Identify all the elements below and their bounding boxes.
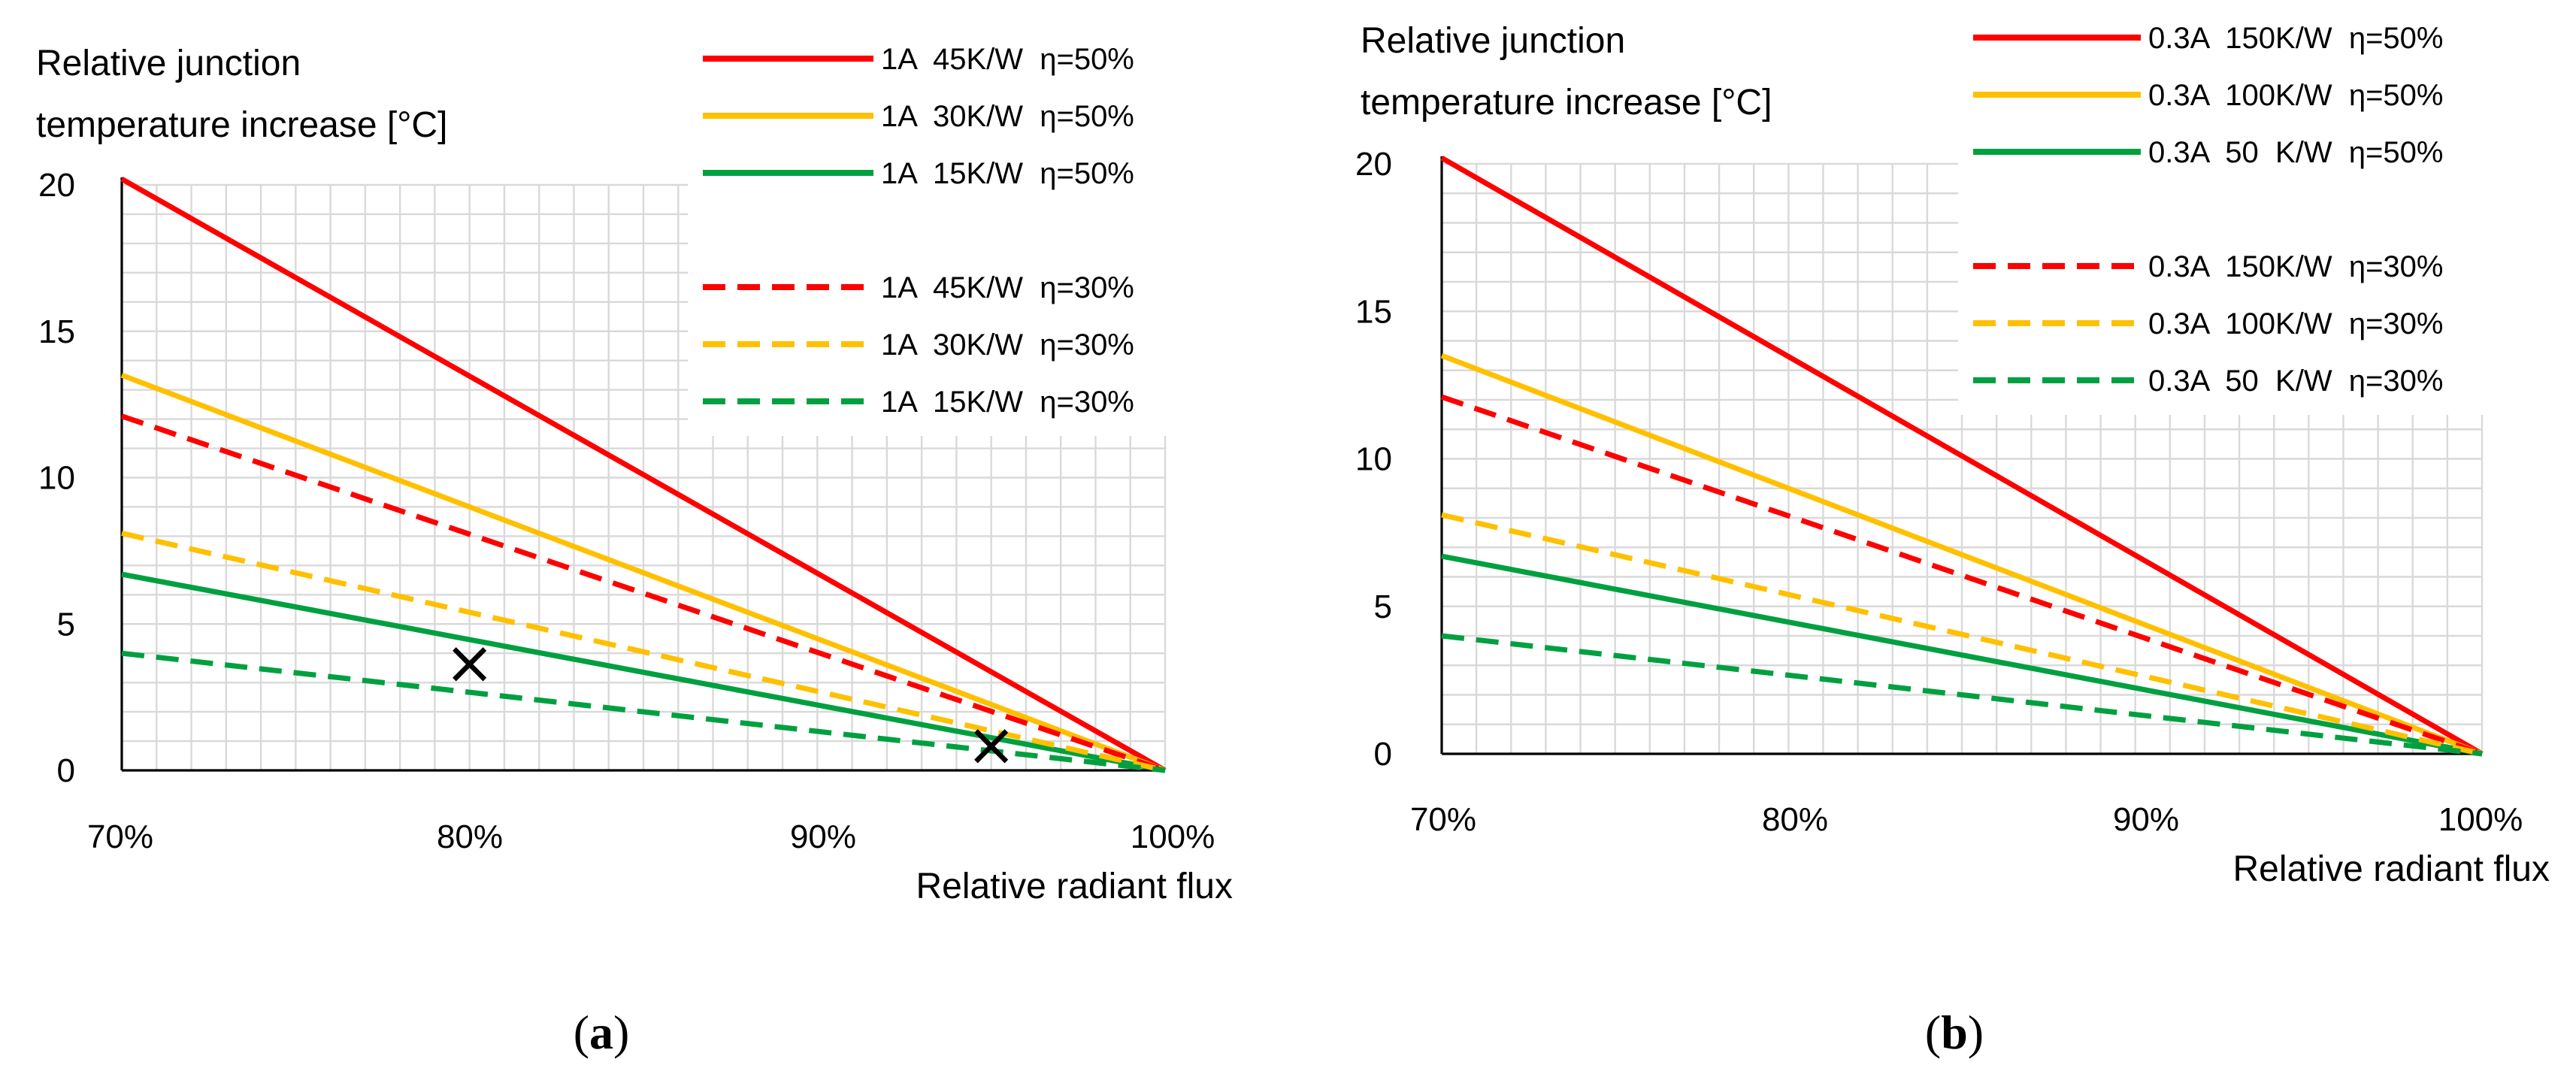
legend-entry-1: 0.3A 150K/W η=50%	[2148, 22, 2443, 55]
series-line-3	[1441, 553, 2483, 757]
series-line-6	[1441, 633, 2483, 757]
series-line-1	[120, 177, 1167, 773]
y-tick-label: 15	[38, 313, 75, 350]
legend-entry-6: 0.3A 50 K/W η=30%	[2148, 365, 2443, 398]
series-line-1	[1440, 156, 2484, 757]
legend-entry-2: 0.3A 100K/W η=50%	[2148, 79, 2443, 112]
x-axis-label: Relative radiant flux	[2232, 849, 2550, 889]
legend-background	[1958, 8, 2544, 415]
chart-panel-a: 0 5 10 15 20 70% 80% 90% 100% Relative junction te…	[36, 29, 1233, 1059]
legend-entry-1: 1A 45K/W η=50%	[881, 43, 1134, 76]
x-tick-label: 90%	[2113, 801, 2179, 838]
series-line-2	[120, 372, 1167, 773]
y-tick-label: 20	[38, 167, 75, 204]
y-tick-label: 20	[1355, 146, 1392, 183]
series-line-4	[1440, 394, 2484, 757]
x-tick-label: 80%	[1762, 801, 1828, 838]
legend-entry-5: 0.3A 100K/W η=30%	[2148, 307, 2443, 340]
x-tick-label: 70%	[1410, 801, 1476, 838]
y-tick-label: 10	[1355, 441, 1392, 478]
series-line-5	[1441, 512, 2483, 757]
x-axis-label: Relative radiant flux	[916, 867, 1233, 906]
y-axis-label: temperature increase [°C]	[36, 105, 447, 145]
series-line-6	[121, 650, 1166, 773]
chart-panel-b: 0 5 10 15 20 70% 80% 90% 100% Relative junction te…	[1355, 8, 2550, 1059]
legend-entry-2: 1A 30K/W η=50%	[881, 100, 1134, 133]
legend-entry-6: 1A 15K/W η=30%	[881, 386, 1134, 419]
y-tick-label: 5	[57, 606, 75, 643]
x-tick-label: 80%	[437, 818, 503, 855]
series-line-5	[121, 531, 1166, 773]
panel-caption: (a)	[574, 1006, 630, 1059]
legend-entry-4: 1A 45K/W η=30%	[881, 271, 1134, 304]
legend-entry-4: 0.3A 150K/W η=30%	[2148, 250, 2443, 283]
series-line-2	[1440, 352, 2484, 757]
y-tick-label: 0	[1374, 736, 1392, 773]
panel-caption: (b)	[1925, 1006, 1984, 1059]
y-tick-label: 15	[1355, 293, 1392, 330]
series-line-4	[120, 413, 1167, 773]
y-tick-label: 10	[38, 460, 75, 497]
marker-cross-2: ×	[966, 709, 1016, 779]
marker-cross-1: ×	[444, 628, 495, 697]
legend-background	[688, 29, 1214, 436]
x-tick-label: 70%	[87, 818, 153, 855]
x-tick-label: 100%	[2438, 801, 2523, 838]
legend-entry-3: 0.3A 50 K/W η=50%	[2148, 136, 2443, 169]
x-tick-label: 90%	[790, 818, 856, 855]
y-axis-label: temperature increase [°C]	[1361, 83, 1772, 123]
y-axis-label: Relative junction	[1361, 21, 1625, 61]
y-tick-label: 0	[57, 752, 75, 789]
y-tick-label: 5	[1374, 588, 1392, 625]
y-axis-label: Relative junction	[36, 44, 301, 83]
series-line-3	[121, 571, 1166, 773]
x-tick-label: 100%	[1131, 818, 1215, 855]
legend-entry-3: 1A 15K/W η=50%	[881, 157, 1134, 190]
legend-entry-5: 1A 30K/W η=30%	[881, 328, 1134, 362]
